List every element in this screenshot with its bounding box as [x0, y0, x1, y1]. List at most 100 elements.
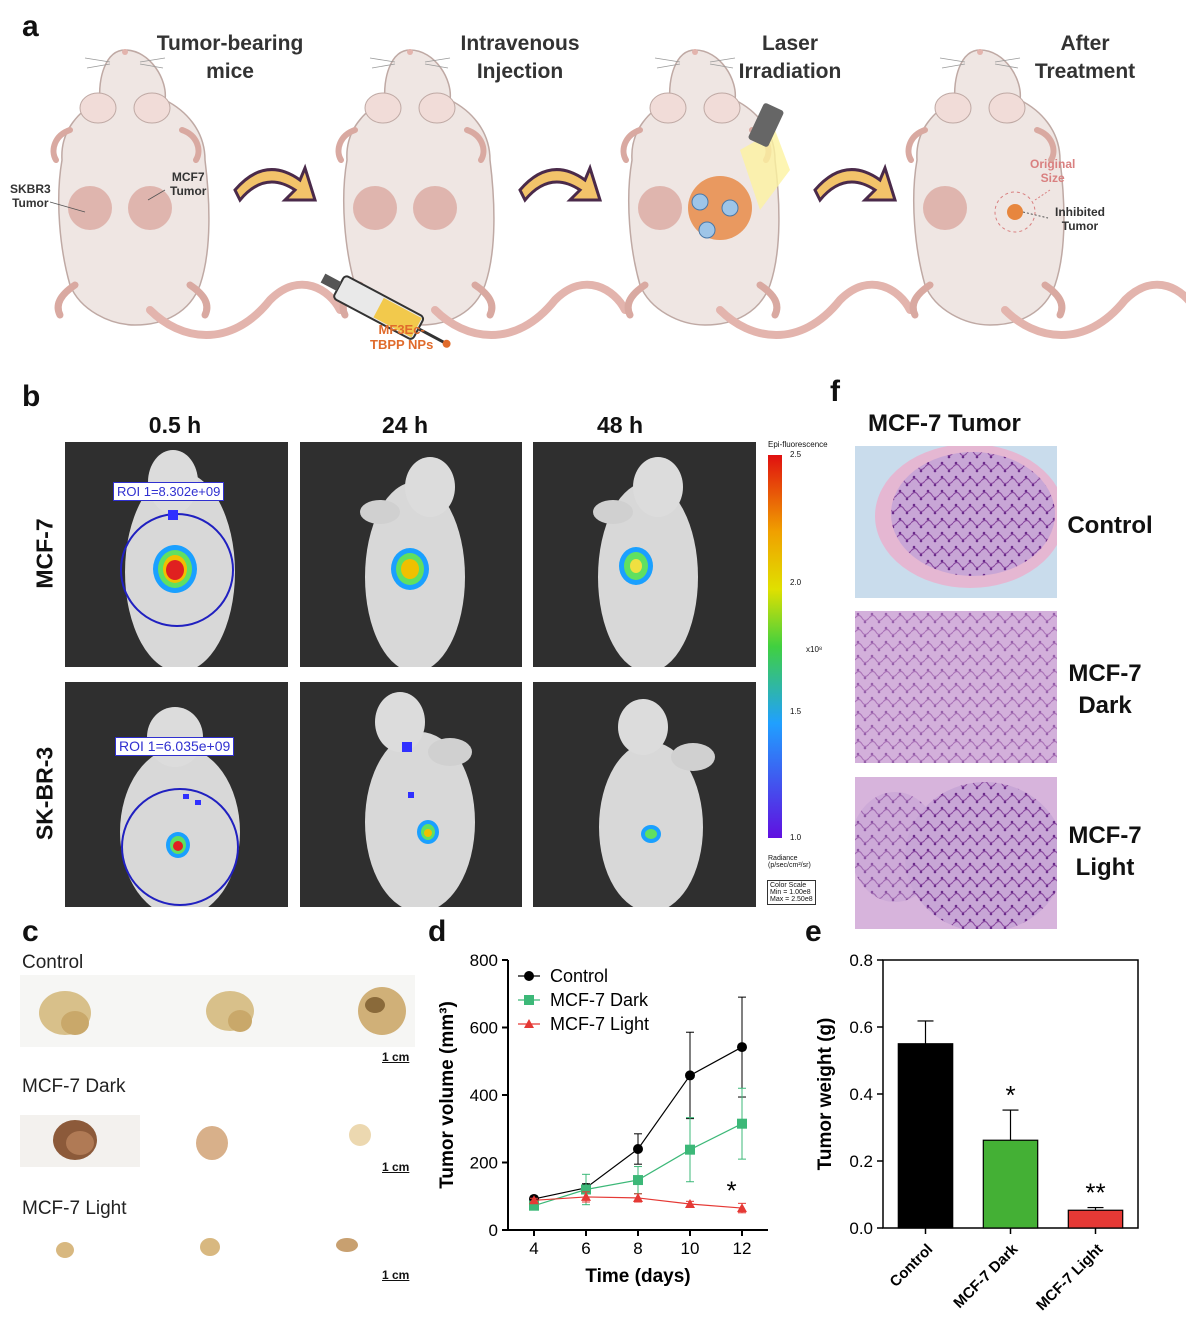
- ivis-image-mcf7-24h: [300, 442, 522, 667]
- scalebar-dark: 1 cm: [382, 1160, 410, 1174]
- col-label-48h: 48 h: [596, 412, 644, 438]
- histology-label-control: Control: [1067, 512, 1153, 539]
- d-ytick-label: 600: [470, 1019, 498, 1038]
- d-legend-label-2: MCF-7 Light: [550, 1014, 649, 1034]
- d-point: [633, 1144, 643, 1154]
- d-ytick-label: 800: [470, 951, 498, 970]
- d-ytick-label: 200: [470, 1154, 498, 1173]
- d-annotation: *: [727, 1176, 737, 1206]
- label-original-size: Original Size: [1030, 157, 1076, 185]
- e-ytick-label: 0.6: [849, 1018, 873, 1037]
- step-title-3: Laser Irradiation: [738, 32, 842, 83]
- e-xtick-label-2: MCF-7 Light: [1033, 1241, 1106, 1314]
- colorbar: [768, 455, 782, 838]
- colorbar-tick-2.0: 2.0: [790, 578, 802, 587]
- e-ytick-label: 0.8: [849, 951, 873, 970]
- d-xtick-label: 4: [529, 1239, 538, 1258]
- chart-d-tumor-volume: 0 200 400 600 800 4 6 8 10 12 Time (days) Tumor vol…: [437, 951, 768, 1287]
- histology-dark: [855, 611, 1057, 763]
- e-xtick-label-0: Control: [887, 1241, 937, 1291]
- label-nps: MF3Ec- TBPP NPs: [370, 322, 434, 352]
- roi-label-mcf7: ROI 1=8.302e+09: [113, 482, 225, 501]
- d-xtick-label: 10: [681, 1239, 700, 1258]
- d-point: [633, 1192, 643, 1202]
- tumor-photos: [20, 975, 415, 1258]
- step-title-1: Tumor-bearing mice: [156, 32, 304, 83]
- e-ytick-label: 0.0: [849, 1219, 873, 1238]
- ivis-image-mcf7-0.5h: ROI 1=8.302e+09: [65, 442, 288, 667]
- d-point: [685, 1070, 695, 1081]
- panel-c-label: c: [22, 915, 39, 948]
- colorbar-tick-2.5: 2.5: [790, 450, 802, 459]
- photo-row-light: MCF-7 Light: [22, 1198, 127, 1219]
- e-xtick-label-1: MCF-7 Dark: [950, 1240, 1021, 1311]
- colorbar-tick-1.0: 1.0: [790, 833, 802, 842]
- d-ytick-label: 400: [470, 1086, 498, 1105]
- d-ylabel: Tumor volume (mm³): [437, 1001, 458, 1189]
- d-legend-marker: [524, 971, 534, 981]
- colorbar-title: Epi-fluorescence: [768, 440, 828, 449]
- ivis-image-skbr3-0.5h: ROI 1=6.035e+09: [65, 682, 288, 907]
- photo-row-dark: MCF-7 Dark: [22, 1076, 126, 1097]
- e-bar-2: [1067, 1209, 1124, 1229]
- colorbar-tick-1.5: 1.5: [790, 707, 802, 716]
- col-label-0.5h: 0.5 h: [148, 412, 202, 438]
- ivis-image-mcf7-48h: [533, 442, 756, 667]
- histology-control: [855, 446, 1057, 598]
- roi-label-skbr3: ROI 1=6.035e+09: [115, 737, 235, 756]
- histology-light: [855, 777, 1057, 929]
- e-annotation-1: *: [1005, 1080, 1015, 1110]
- colorbar-scale: Color Scale Min = 1.00e8 Max = 2.50e8: [767, 880, 816, 905]
- d-xtick-label: 12: [733, 1239, 752, 1258]
- row-label-skbr3: SK-BR-3: [31, 746, 58, 841]
- d-legend-label-0: Control: [550, 966, 608, 986]
- d-xtick-label: 6: [581, 1239, 590, 1258]
- d-point: [685, 1199, 695, 1209]
- d-legend-marker: [524, 995, 534, 1005]
- e-ytick-label: 0.4: [849, 1085, 873, 1104]
- d-point: [529, 1200, 539, 1211]
- d-point: [685, 1144, 695, 1155]
- panel-f-label: f: [830, 375, 840, 408]
- d-legend-marker: [524, 1019, 534, 1028]
- label-mcf7: MCF7 Tumor: [170, 170, 207, 198]
- ivis-image-skbr3-24h: [300, 682, 522, 907]
- d-point: [581, 1184, 591, 1195]
- e-annotation-2: **: [1085, 1178, 1105, 1208]
- step-title-2: Intravenous Injection: [460, 32, 580, 83]
- label-skbr3: SKBR3 Tumor: [10, 182, 51, 210]
- ivis-image-skbr3-48h: [533, 682, 756, 907]
- d-point: [633, 1175, 643, 1186]
- d-point: [737, 1042, 747, 1053]
- scalebar-control: 1 cm: [382, 1050, 410, 1064]
- row-label-mcf7: MCF-7: [31, 518, 58, 589]
- panel-a-label: a: [22, 10, 39, 43]
- panel-e-label: e: [805, 915, 822, 948]
- histology-label-dark: MCF-7 Dark: [1068, 660, 1142, 719]
- e-bar-0: [897, 1043, 954, 1229]
- e-ylabel: Tumor weight (g): [815, 1018, 836, 1171]
- mouse-illustrations: [0, 40, 1186, 348]
- d-legend-label-1: MCF-7 Dark: [550, 990, 649, 1010]
- d-ytick-label: 0: [489, 1221, 498, 1240]
- col-label-24h: 24 h: [381, 412, 429, 438]
- d-point: [581, 1191, 591, 1201]
- scalebar-light: 1 cm: [382, 1268, 410, 1282]
- panel-b-label: b: [22, 380, 41, 413]
- colorbar-unit: x10⁸: [806, 645, 823, 654]
- e-bar-1: [982, 1139, 1039, 1229]
- d-point: [737, 1118, 747, 1129]
- photo-row-control: Control: [22, 952, 84, 973]
- d-xlabel: Time (days): [585, 1266, 690, 1287]
- panel-f-title: MCF-7 Tumor: [868, 410, 1021, 437]
- panel-d-label: d: [428, 915, 447, 948]
- e-ytick-label: 0.2: [849, 1152, 873, 1171]
- colorbar-radiance: Radiance (p/sec/cm²/sr): [768, 855, 811, 869]
- histology-label-light: MCF-7 Light: [1068, 822, 1142, 881]
- step-title-4: After Treatment: [1034, 32, 1136, 83]
- d-xtick-label: 8: [633, 1239, 642, 1258]
- d-point: [529, 1195, 539, 1205]
- label-inhibited-tumor: Inhibited Tumor: [1055, 205, 1105, 233]
- chart-e-tumor-weight: 0.0 0.2 0.4 0.6 0.8 Tumor weight (g) Control MC…: [815, 951, 1139, 1314]
- d-point: [737, 1203, 747, 1213]
